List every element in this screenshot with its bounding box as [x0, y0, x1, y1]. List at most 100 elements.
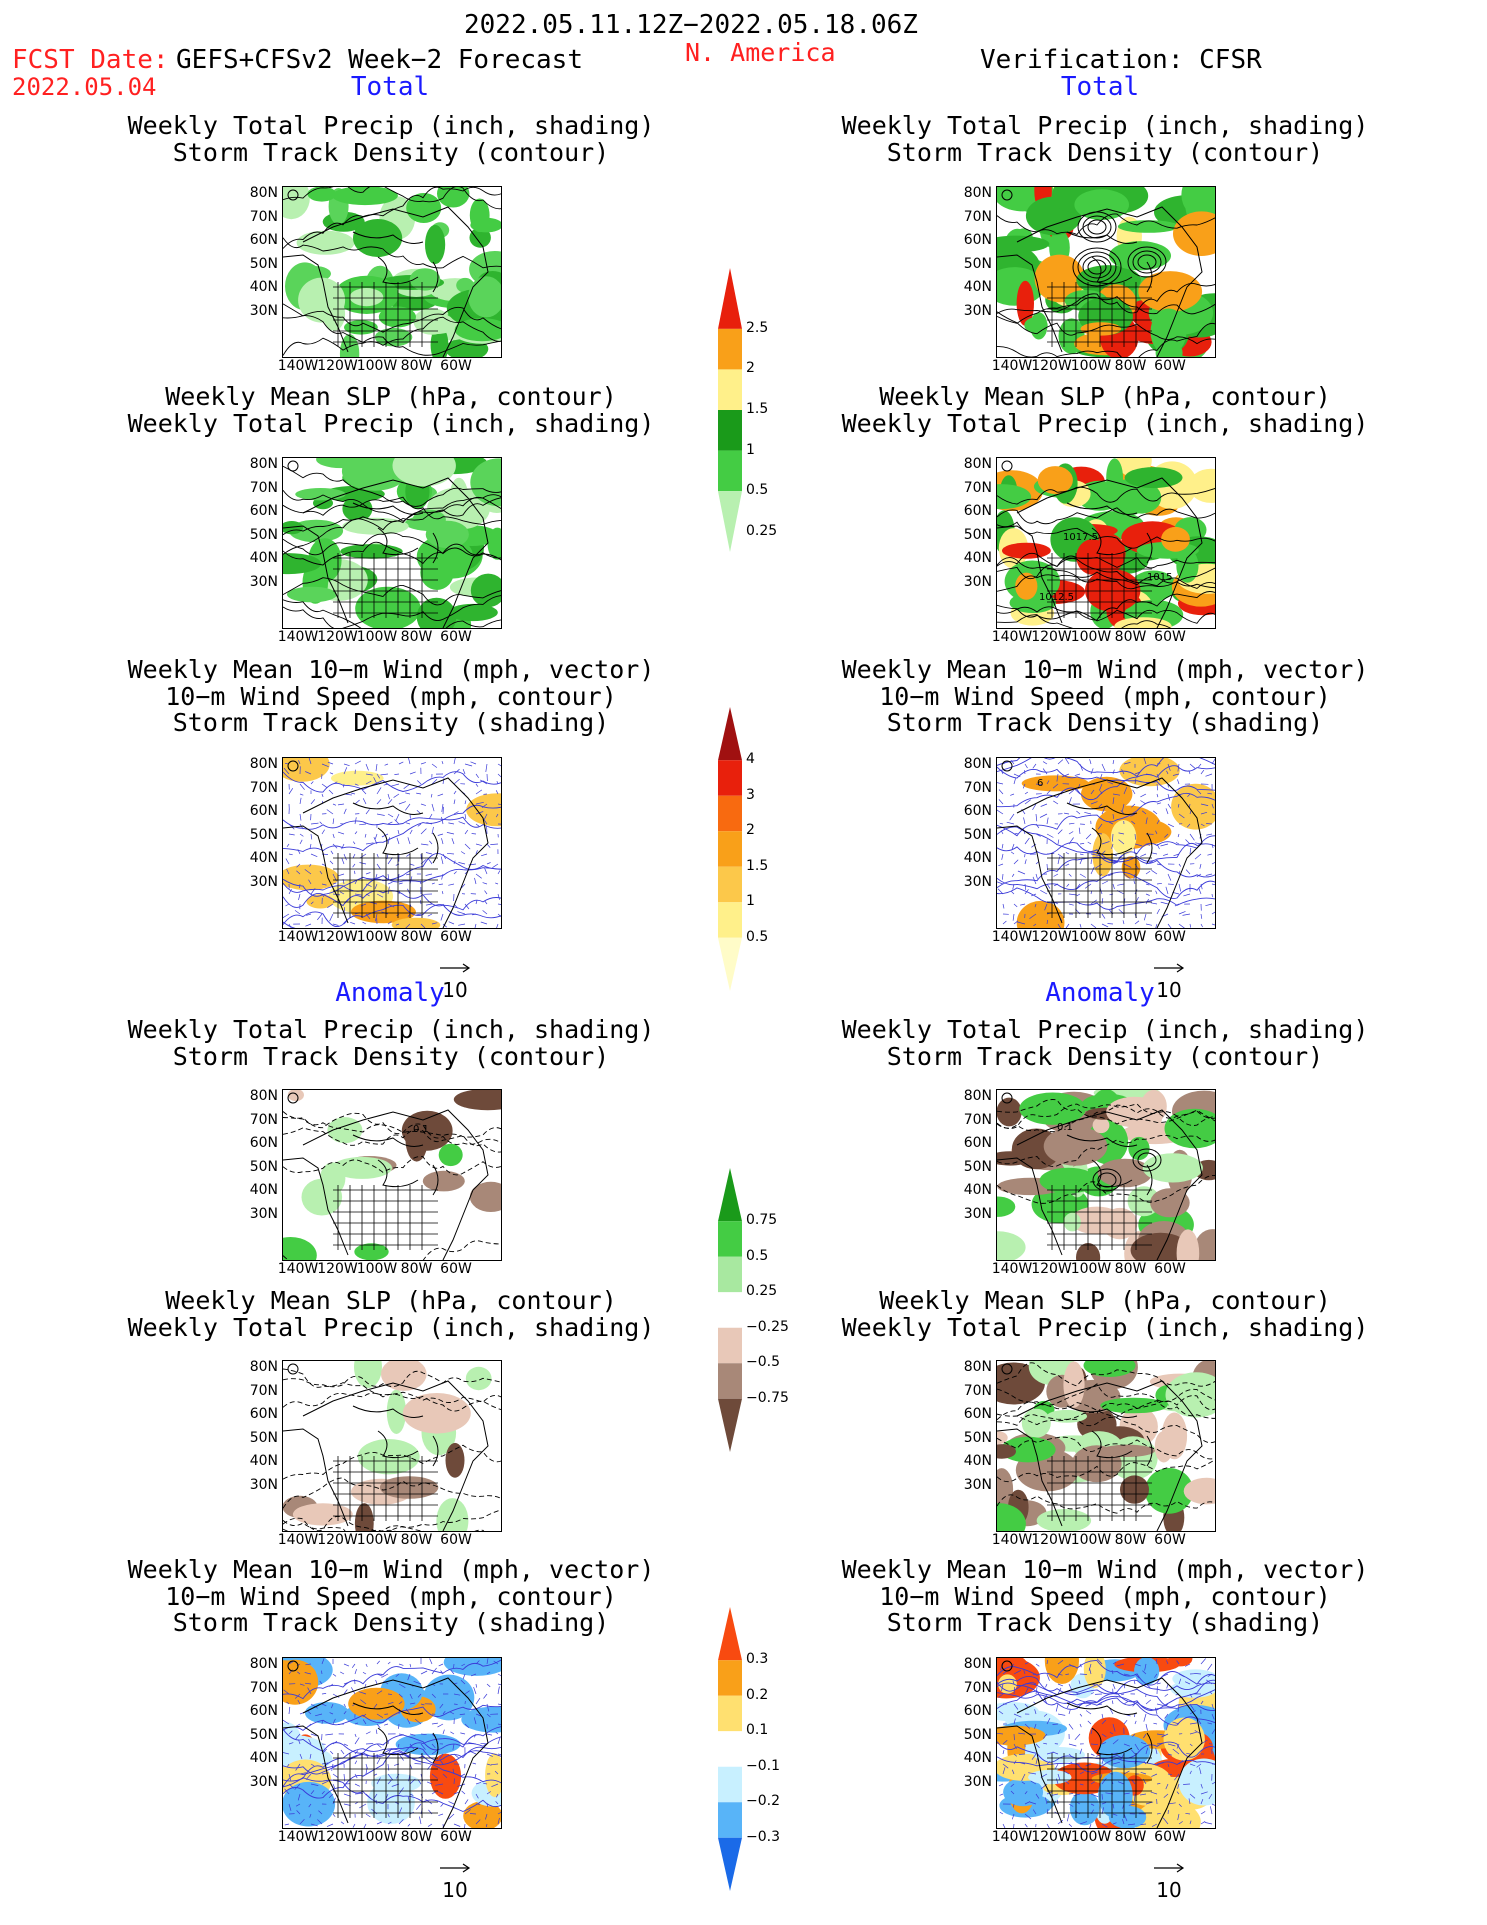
colorbar-swatch: [718, 831, 742, 867]
lat-label: 80N: [249, 1656, 278, 1672]
colorbar-swatch: [718, 1221, 742, 1257]
lon-label: 100W: [356, 358, 398, 374]
obs-precip-storm-total-map: [997, 187, 1215, 357]
lat-label: 60N: [963, 1135, 992, 1152]
colorbar-storm-total-label: 2: [746, 822, 755, 839]
colorbar-swatch: [718, 1607, 742, 1661]
lat-label: 80N: [963, 185, 992, 201]
fcst-wind-storm-total-map: [283, 758, 501, 928]
colorbar-storm-total-label: 3: [746, 786, 755, 803]
region-label: N. America: [685, 38, 836, 67]
lon-label: 100W: [1070, 1261, 1112, 1277]
lat-label: 60N: [249, 1135, 278, 1152]
obs-wind-storm-anom-map: [997, 1658, 1215, 1828]
island-outline: [287, 1363, 299, 1375]
lat-label: 80N: [963, 756, 992, 772]
lon-label: 140W: [991, 1532, 1033, 1548]
lat-label: 70N: [963, 208, 992, 225]
island-outline: [287, 460, 299, 472]
coastline-outline: [283, 477, 489, 628]
state-borders: [1047, 282, 1152, 347]
lat-label: 40N: [249, 279, 278, 296]
lat-label: 30N: [963, 874, 992, 890]
lat-label: 40N: [963, 850, 992, 867]
panel-title-right-4-line-1: Weekly Total Precip (inch, shading): [841, 1015, 1369, 1044]
lon-label: 60W: [1154, 1261, 1186, 1277]
colorbar-storm-total-label: 4: [746, 751, 755, 768]
storm-track-contour-1: [1132, 1148, 1162, 1172]
lat-label: 50N: [963, 1158, 992, 1175]
fcst-slp-precip-total-map: [283, 458, 501, 628]
lat-label: 50N: [249, 826, 278, 843]
lat-label: 30N: [249, 874, 278, 890]
obs-slp-precip-total-map: 1017.5 1015 1012.5: [997, 458, 1215, 628]
obs-wind-storm-total-map: 6: [997, 758, 1215, 928]
island-outline: [1001, 460, 1013, 472]
lon-label: 140W: [991, 929, 1033, 945]
lat-label: 70N: [249, 779, 278, 796]
colorbar-swatch: [718, 410, 742, 451]
lon-label: 80W: [400, 629, 433, 645]
colorbar-swatch: [718, 707, 742, 761]
fcst-wind-storm-anom: [282, 1657, 502, 1829]
lat-label: 40N: [249, 550, 278, 567]
lat-label: 30N: [249, 1477, 278, 1493]
coastline-outline: [997, 1109, 1203, 1260]
colorbar-swatch: [718, 1731, 742, 1767]
lon-label: 60W: [440, 1532, 472, 1548]
contour-lines: [997, 1099, 1215, 1204]
colorbar-storm-total-label: 0.5: [746, 928, 769, 945]
state-borders: [333, 1185, 438, 1250]
lat-label: 70N: [963, 1111, 992, 1128]
contour-lines: [997, 1362, 1215, 1514]
colorbar-swatch: [718, 1327, 742, 1364]
storm-track-contour-0: [1072, 247, 1122, 287]
lat-label: 50N: [963, 255, 992, 272]
section-anomaly-left: Anomaly: [335, 978, 445, 1008]
lon-label: 80W: [1114, 1532, 1147, 1548]
lon-label: 100W: [356, 1532, 398, 1548]
lon-label: 120W: [1031, 1532, 1072, 1548]
colorbar-swatch: [718, 1292, 742, 1328]
colorbar-storm-anom-label: 0.2: [746, 1686, 769, 1703]
coastline-outline: [283, 206, 489, 357]
colorbar-storm-total-swatches: [718, 707, 742, 991]
contour-lines: [283, 187, 501, 356]
vector-reference: 10: [430, 1854, 480, 1902]
panel-title-right-4-line-2: Storm Track Density (contour): [886, 1041, 1324, 1071]
panel-title-left-3-line-1: Weekly Mean 10−m Wind (mph, vector): [127, 655, 655, 684]
lat-label: 80N: [963, 1359, 992, 1375]
vector-reference-arrow: [1154, 963, 1185, 973]
coastline-outline: [997, 1677, 1203, 1828]
panel-title-right-3-line-2: 10−m Wind Speed (mph, contour): [879, 681, 1331, 711]
lon-label: 60W: [1154, 629, 1186, 645]
lon-label: 140W: [991, 1261, 1033, 1277]
lon-label: 120W: [1031, 629, 1072, 645]
lat-label: 40N: [963, 550, 992, 567]
colorbar-swatch: [718, 328, 742, 370]
coastline-outline: [283, 1677, 489, 1828]
state-borders: [333, 1456, 438, 1521]
vector-reference-arrow: [440, 963, 471, 973]
panel-title-right-6-line-2: 10−m Wind Speed (mph, contour): [879, 1581, 1331, 1611]
lon-label: 60W: [1154, 1532, 1186, 1548]
lat-label: 30N: [963, 574, 992, 590]
coastline-outline: [997, 777, 1203, 928]
colorbar-swatch: [718, 369, 742, 410]
fcst-date: 2022.05.04: [12, 73, 157, 101]
colorbar-storm-anom: [718, 1607, 742, 1895]
lat-label: 50N: [963, 526, 992, 543]
vector-reference-arrow: [1154, 1863, 1185, 1873]
panel-title-right-6-line-3: Storm Track Density (shading): [886, 1608, 1324, 1637]
panel-title-left-5-line-2: Weekly Total Precip (inch, shading): [127, 1312, 655, 1342]
lon-label: 80W: [400, 1532, 433, 1548]
colorbar-precip-total-label: 1.5: [746, 401, 769, 417]
lon-label: 100W: [356, 929, 398, 945]
contour-lines: [283, 465, 501, 628]
lat-label: 30N: [249, 1206, 278, 1222]
colorbar-precip-total-label: 0.25: [746, 522, 778, 539]
colorbar-precip-anom: [718, 1168, 742, 1456]
shading-fill: [283, 1658, 501, 1828]
lat-label: 30N: [249, 303, 278, 319]
lat-label: 80N: [249, 1088, 278, 1104]
